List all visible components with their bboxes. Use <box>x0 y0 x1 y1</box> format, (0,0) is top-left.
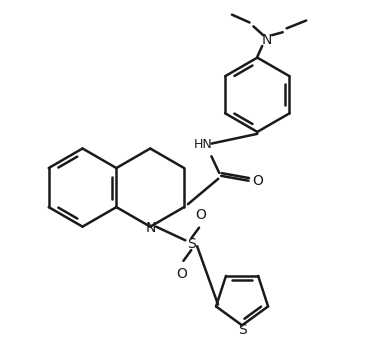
Text: S: S <box>187 237 196 251</box>
Text: N: N <box>262 33 272 47</box>
Text: O: O <box>196 208 206 222</box>
Text: O: O <box>176 267 187 280</box>
Text: O: O <box>252 174 263 188</box>
Text: HN: HN <box>193 138 212 151</box>
Text: S: S <box>238 323 246 337</box>
Text: N: N <box>146 221 157 235</box>
